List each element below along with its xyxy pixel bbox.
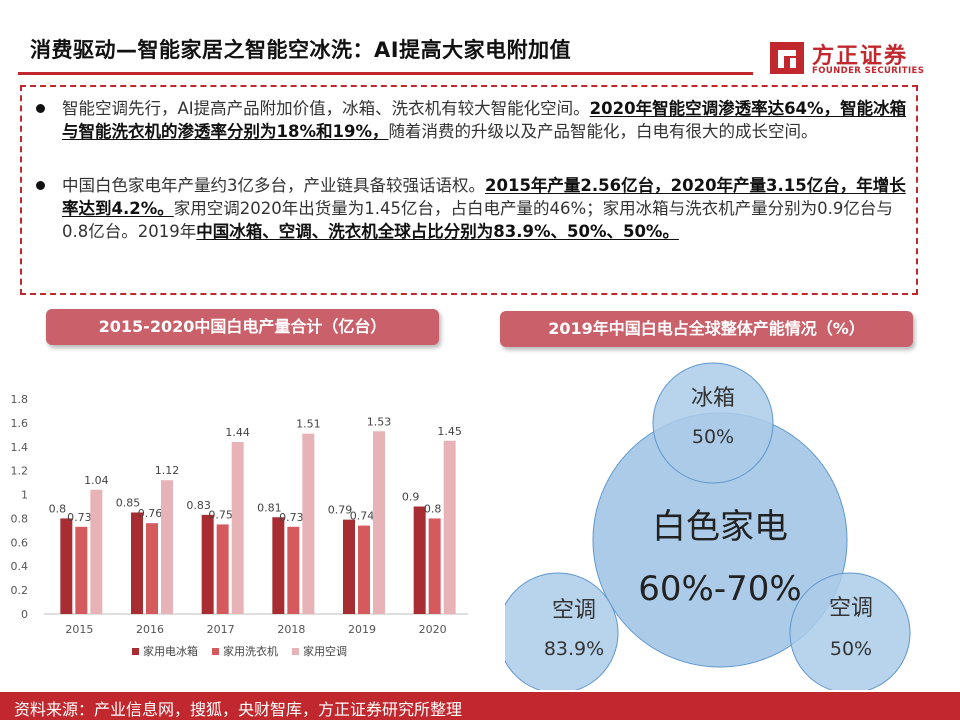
bar-data-label: 1.45 — [437, 425, 462, 438]
bar-2017-0 — [201, 514, 214, 614]
bar-data-label: 1.12 — [155, 464, 180, 477]
bar-2015-2 — [90, 489, 103, 614]
legend-swatch — [212, 648, 219, 655]
bar-2019-0 — [343, 519, 355, 614]
y-tick-label: 0.4 — [11, 560, 29, 573]
y-tick-label: 1.4 — [11, 441, 29, 454]
logo-chinese-name: 方正证券 — [812, 44, 909, 69]
x-tick-label: 2018 — [277, 623, 305, 636]
bullet-2-highlight-b: 中国冰箱、空调、洗衣机全球占比分别为83.9%、50%、50%。 — [196, 222, 679, 241]
legend-label: 家用空调 — [303, 644, 347, 658]
bar-data-label: 0.79 — [328, 504, 353, 517]
bullet-dot-icon — [36, 181, 45, 190]
founder-logo: 方正证券 FOUNDER SECURITIES — [768, 36, 938, 82]
bullet-1-plain-b: 随着消费的升级以及产品智能化，白电有很大的成长空间。 — [388, 122, 818, 141]
bar-2016-0 — [131, 512, 143, 614]
bar-data-label: 0.85 — [116, 496, 141, 509]
y-tick-label: 1.2 — [11, 465, 29, 478]
left-circle — [505, 572, 619, 690]
bar-data-label: 1.51 — [296, 418, 321, 431]
left-circle-value: 83.9% — [544, 638, 604, 660]
legend-label: 家用洗衣机 — [223, 644, 278, 658]
left-panel-title: 2015-2020中国白电产量合计（亿台） — [46, 309, 439, 345]
x-tick-label: 2015 — [65, 623, 93, 636]
title-divider — [18, 72, 753, 75]
bullet-text-2: 中国白色家电年产量约3亿多台，产业链具备较强话语权。2015年产量2.56亿台，… — [62, 174, 910, 243]
bar-2017-2 — [231, 442, 244, 614]
y-tick-label: 0 — [21, 608, 28, 621]
source-note: 资料来源：产业信息网，搜狐，央财智库，方正证券研究所整理 — [14, 700, 463, 719]
right-circle-label: 空调 — [829, 596, 873, 621]
global-share-diagram: 冰箱 50% 白色家电 60%-70% 空调 83.9% 空调 50% — [505, 362, 911, 690]
y-tick-label: 0.2 — [11, 584, 29, 597]
top-circle-value: 50% — [692, 426, 734, 448]
bar-data-label: 1.04 — [84, 474, 109, 487]
bar-2017-1 — [216, 524, 229, 614]
y-tick-label: 0.8 — [11, 512, 29, 525]
bar-2016-2 — [161, 480, 173, 614]
bar-2015-0 — [60, 518, 73, 614]
center-circle-label: 白色家电 — [652, 507, 788, 547]
x-tick-label: 2020 — [419, 623, 447, 636]
bar-2019-1 — [358, 525, 370, 614]
bar-2018-1 — [287, 526, 300, 614]
left-circle-label: 空调 — [552, 598, 596, 623]
legend-swatch — [132, 648, 139, 655]
bar-data-label: 0.9 — [402, 491, 420, 504]
x-tick-label: 2017 — [207, 623, 235, 636]
bullet-2-highlight-a: 2015年产量2.56亿台，2020年产量3.15亿台，年增长率达到4.2%。 — [62, 176, 906, 218]
production-bar-chart: 00.20.40.60.811.21.41.61.80.80.731.04201… — [11, 393, 468, 658]
bar-2018-0 — [272, 517, 285, 614]
top-circle — [652, 362, 774, 484]
summary-box — [20, 85, 918, 295]
bar-2020-0 — [413, 506, 426, 614]
legend-label: 家用电冰箱 — [143, 644, 198, 658]
y-tick-label: 1.8 — [11, 393, 29, 406]
bar-data-label: 1.53 — [367, 415, 392, 428]
y-tick-label: 0.6 — [11, 536, 29, 549]
founder-logo-icon — [770, 42, 804, 74]
right-panel-title: 2019年中国白电占全球整体产能情况（%） — [500, 311, 913, 347]
y-tick-label: 1.6 — [11, 417, 29, 430]
bar-2018-2 — [302, 433, 315, 614]
right-circle-value: 50% — [830, 638, 872, 660]
center-circle-value: 60%-70% — [638, 569, 801, 609]
bar-data-label: 0.75 — [208, 508, 233, 521]
bar-2015-1 — [75, 526, 88, 614]
bar-2016-1 — [146, 523, 158, 614]
bar-data-label: 1.44 — [225, 426, 250, 439]
bar-data-label: 0.83 — [186, 499, 211, 512]
page-title: 消费驱动—智能家居之智能空冰洗：AI提高大家电附加值 — [30, 38, 572, 62]
logo-english-name: FOUNDER SECURITIES — [812, 66, 925, 76]
y-tick-label: 1 — [21, 489, 28, 502]
bar-2020-2 — [443, 440, 456, 614]
bar-data-label: 0.8 — [49, 502, 67, 515]
bullet-2-plain-b: 家用空调2020年出货量为1.45亿台，占白电产量的46%；家用冰箱与洗衣机产量… — [62, 199, 893, 241]
bullet-dot-icon — [36, 104, 45, 113]
bullet-2-plain-a: 中国白色家电年产量约3亿多台，产业链具备较强话语权。 — [62, 176, 485, 195]
bullet-text-1: 智能空调先行，AI提高产品附加价值，冰箱、洗衣机有较大智能化空间。2020年智能… — [62, 97, 910, 143]
bar-data-label: 0.73 — [279, 511, 304, 524]
bar-data-label: 0.81 — [257, 501, 282, 514]
bar-2020-1 — [428, 518, 441, 614]
x-tick-label: 2016 — [136, 623, 164, 636]
legend-swatch — [292, 648, 299, 655]
right-circle — [789, 572, 911, 690]
footer-bar: 资料来源：产业信息网，搜狐，央财智库，方正证券研究所整理 — [0, 692, 960, 720]
x-tick-label: 2019 — [348, 623, 376, 636]
bar-data-label: 0.73 — [67, 511, 92, 524]
bar-data-label: 0.8 — [424, 502, 442, 515]
bar-data-label: 0.76 — [138, 507, 163, 520]
bar-2019-2 — [373, 431, 385, 614]
bullet-1-plain-a: 智能空调先行，AI提高产品附加价值，冰箱、洗衣机有较大智能化空间。 — [62, 99, 590, 118]
top-circle-label: 冰箱 — [691, 386, 735, 411]
bar-data-label: 0.74 — [350, 510, 375, 523]
bullet-1-highlight: 2020年智能空调渗透率达64%，智能冰箱与智能洗衣机的渗透率分别为18%和19… — [62, 99, 907, 141]
